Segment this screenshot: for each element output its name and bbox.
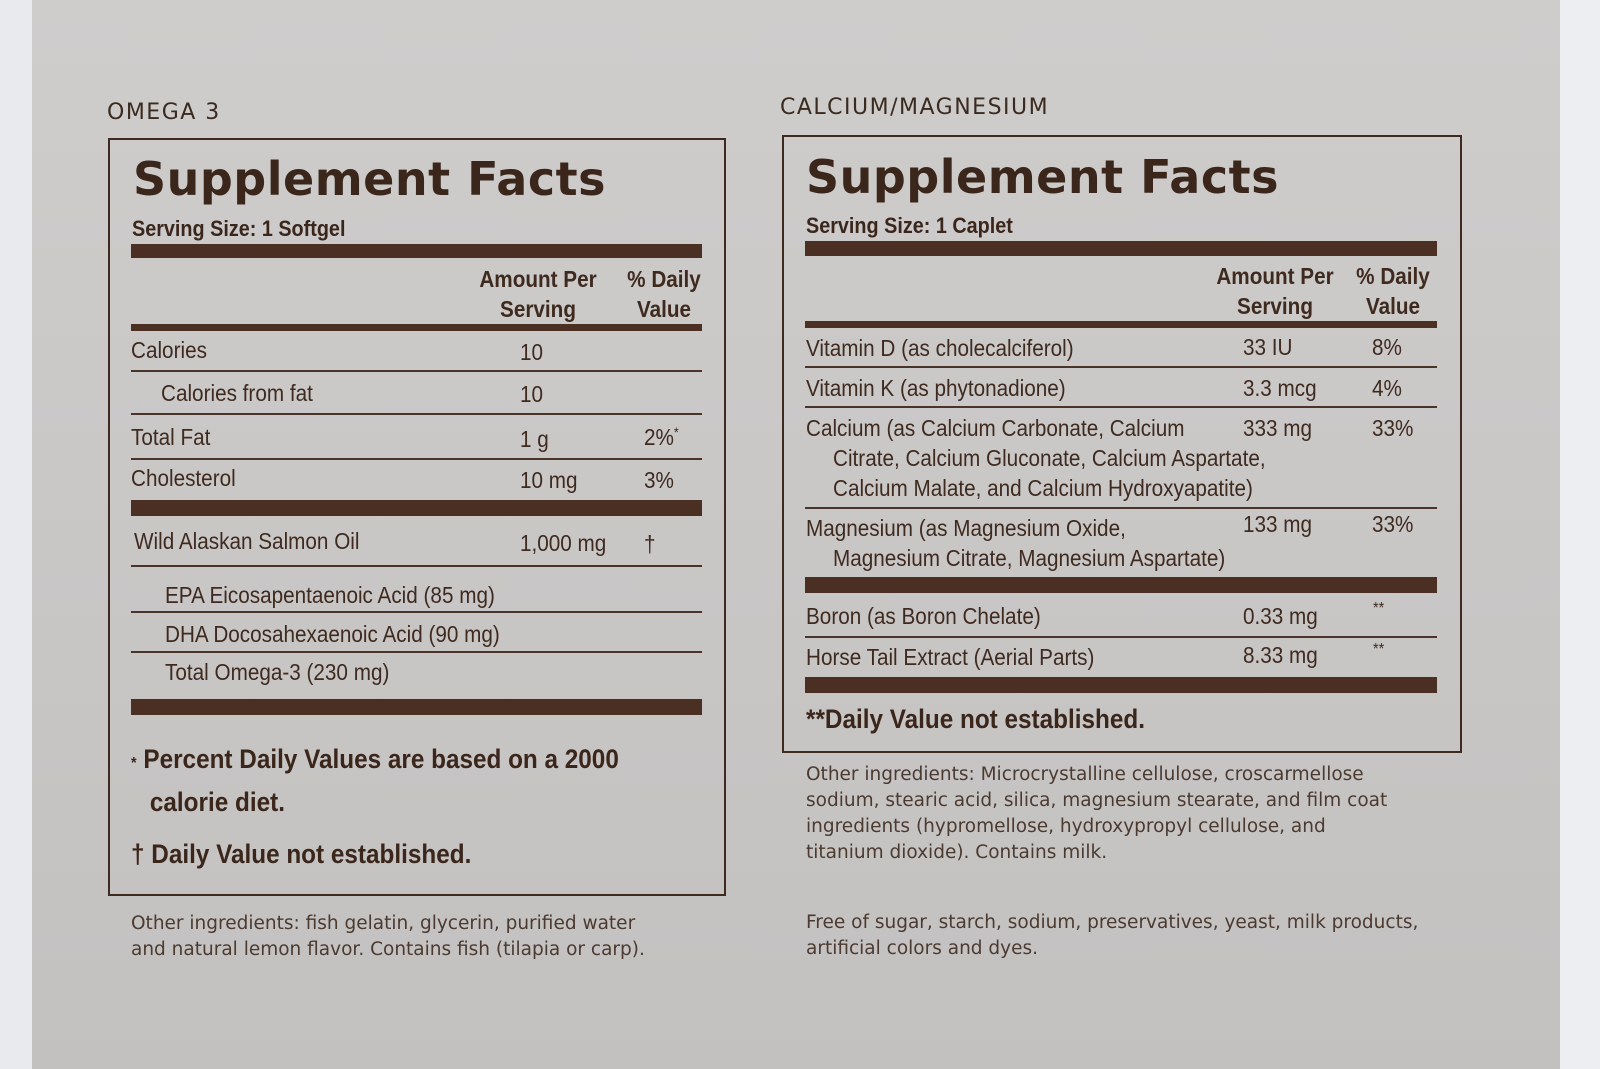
calmag-supplement-facts-panel [782,135,1462,753]
omega3-row-amount: 10 [520,381,544,407]
calmag-other-ingredients-line2: sodium, stearic acid, silica, magnesium … [806,790,1388,811]
calmag-col-amount-line2: Serving [1237,293,1313,319]
calmag-row-name-cont: Magnesium Citrate, Magnesium Aspartate) [833,545,1226,571]
omega3-row-name: Wild Alaskan Salmon Oil [134,528,360,554]
calmag-other-ingredients-line3: ingredients (hypromellose, hydroxypropyl… [806,816,1326,837]
omega3-other-ingredients-line1: Other ingredients: fish gelatin, glyceri… [131,913,636,934]
omega3-col-amount-line2: Serving [500,296,576,322]
calmag-row-amount: 333 mg [1243,415,1313,441]
calmag-row-dv: 4% [1372,375,1402,401]
calmag-col-amount-line1: Amount Per [1216,263,1334,289]
calmag-free-of-statement: Free of sugar, starch, sodium, preservat… [806,910,1418,962]
right-background-edge [1560,0,1600,1069]
omega3-col-dv-line1: % Daily [627,266,701,292]
omega3-thick-divider [131,244,702,258]
omega3-serving-size: Serving Size: 1 Softgel [132,216,346,241]
omega3-section-title: OMEGA 3 [107,100,221,125]
calmag-row-name: Calcium (as Calcium Carbonate, Calcium [806,415,1185,441]
calmag-facts-title: Supplement Facts [806,150,1279,204]
omega3-subrow-name: EPA Eicosapentaenoic Acid (85 mg) [165,582,495,608]
omega3-row-dv: 3% [644,467,674,493]
dagger-mark: † [644,531,656,557]
calmag-row-name: Magnesium (as Magnesium Oxide, [806,515,1126,541]
omega3-col-amount-header: Amount Per Serving [475,264,601,324]
calmag-row-amount: 133 mg [1243,511,1313,537]
omega3-col-dv-header: % Daily Value [623,264,706,324]
omega3-row-dv: 2%* [644,424,679,451]
calmag-row-amount: 33 IU [1243,334,1293,360]
calmag-row-dv: 33% [1372,415,1414,441]
omega3-medium-divider [131,324,702,331]
calmag-row-dv: 8% [1372,334,1402,360]
omega3-footnote-line2: calorie diet. [149,787,285,817]
calmag-other-ingredients: Other ingredients: Microcrystalline cell… [806,762,1387,866]
calmag-medium-divider [805,321,1437,328]
omega3-row-name: Cholesterol [131,465,236,491]
product-box-panel [32,0,1560,1069]
omega3-row-amount: 10 mg [520,467,578,493]
calmag-free-of-line1: Free of sugar, starch, sodium, preservat… [806,912,1419,933]
calmag-row-name: Horse Tail Extract (Aerial Parts) [806,644,1095,670]
omega3-other-ingredients-line2: and natural lemon flavor. Contains fish … [131,939,645,960]
omega3-facts-title: Supplement Facts [133,152,606,206]
omega3-subrow-name: Total Omega-3 (230 mg) [165,659,390,685]
calmag-thick-divider [805,677,1437,693]
omega3-row-amount: 1 g [520,426,549,452]
calmag-row-amount: 8.33 mg [1243,642,1318,668]
calmag-row-name-cont: Citrate, Calcium Gluconate, Calcium Aspa… [833,445,1266,471]
omega3-row-divider [131,611,702,613]
calmag-row-divider [805,406,1437,408]
calmag-row-name: Boron (as Boron Chelate) [806,603,1041,629]
asterisk-footnote-mark: * [131,755,137,772]
omega3-row-dv-value: 2% [644,424,674,450]
asterisk-footnote-mark: * [673,424,679,440]
omega3-col-dv-line2: Value [636,296,692,322]
calmag-row-divider [805,507,1437,509]
calmag-thick-divider [805,241,1437,256]
omega3-row-name: Calories [131,337,207,363]
calmag-row-amount: 0.33 mg [1243,603,1318,629]
omega3-row-divider [131,413,702,415]
omega3-thick-divider [131,500,702,516]
omega3-subrow-name: DHA Docosahexaenoic Acid (90 mg) [165,621,500,647]
omega3-footnote-star: * Percent Daily Values are based on a 20… [131,740,619,821]
calmag-col-amount-header: Amount Per Serving [1212,261,1338,321]
omega3-row-divider [131,458,702,460]
calmag-free-of-line2: artificial colors and dyes. [806,938,1039,959]
calmag-row-divider [805,636,1437,638]
left-background-edge [0,0,32,1069]
calmag-row-name: Vitamin D (as cholecalciferol) [806,335,1074,361]
calmag-col-dv-line1: % Daily [1356,263,1430,289]
calmag-row-amount: 3.3 mcg [1243,375,1317,401]
calmag-section-title: CALCIUM/MAGNESIUM [780,95,1050,120]
omega3-other-ingredients: Other ingredients: fish gelatin, glyceri… [131,911,645,963]
calmag-row-name: Vitamin K (as phytonadione) [806,375,1066,401]
omega3-row-amount: 1,000 mg [520,530,607,556]
omega3-footnote-dagger: † Daily Value not established. [131,839,472,869]
omega3-supplement-facts-panel [108,138,726,896]
calmag-other-ingredients-line1: Other ingredients: Microcrystalline cell… [806,764,1364,785]
calmag-other-ingredients-line4: titanium dioxide). Contains milk. [806,842,1108,863]
calmag-footnote: **Daily Value not established. [806,704,1145,734]
omega3-row-divider [131,651,702,653]
calmag-thick-divider [805,577,1437,593]
omega3-col-amount-line1: Amount Per [479,266,597,292]
calmag-col-dv-line2: Value [1365,293,1421,319]
double-asterisk-mark: ** [1373,600,1385,617]
double-asterisk-mark: ** [1373,641,1385,658]
omega3-row-divider [131,370,702,372]
omega3-row-divider [131,565,702,567]
calmag-serving-size: Serving Size: 1 Caplet [806,213,1013,238]
calmag-row-divider [805,366,1437,368]
omega3-row-name: Total Fat [131,424,211,450]
omega3-thick-divider [131,699,702,715]
calmag-row-name-cont: Calcium Malate, and Calcium Hydroxyapati… [833,475,1253,501]
omega3-row-name: Calories from fat [161,380,313,406]
calmag-col-dv-header: % Daily Value [1352,261,1435,321]
omega3-footnote-line1: Percent Daily Values are based on a 2000 [143,744,619,774]
calmag-row-dv: 33% [1372,511,1414,537]
omega3-row-amount: 10 [520,339,544,365]
